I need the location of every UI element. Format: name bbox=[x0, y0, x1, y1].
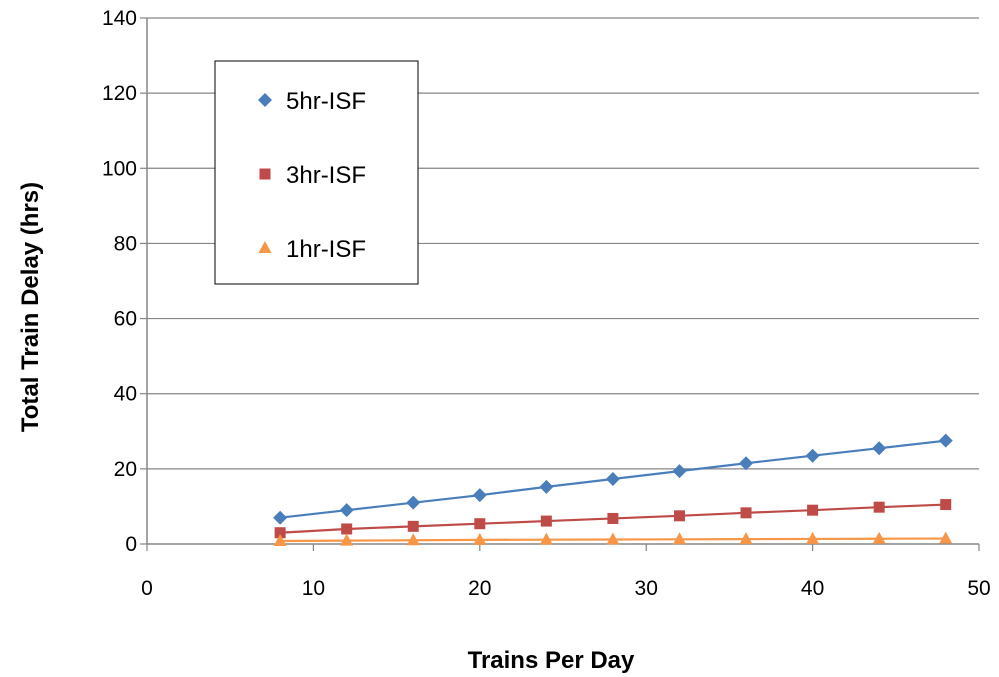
data-point bbox=[672, 464, 687, 479]
legend-label: 5hr-ISF bbox=[286, 88, 366, 115]
x-tick-label: 0 bbox=[141, 577, 153, 600]
y-tick-label: 60 bbox=[114, 308, 137, 331]
legend-marker-square bbox=[259, 168, 271, 180]
data-point bbox=[872, 531, 886, 544]
series-3hr-ISF bbox=[274, 499, 952, 539]
data-point bbox=[806, 531, 820, 544]
data-point bbox=[872, 441, 887, 456]
data-point bbox=[606, 532, 620, 545]
x-axis-title: Trains Per Day bbox=[468, 647, 635, 674]
data-point bbox=[473, 532, 487, 545]
series-5hr-ISF bbox=[273, 433, 953, 525]
data-point bbox=[807, 504, 819, 516]
legend-label: 3hr-ISF bbox=[286, 162, 366, 189]
data-point bbox=[474, 518, 486, 530]
data-point bbox=[673, 510, 685, 522]
data-point bbox=[873, 501, 885, 513]
y-tick-label: 140 bbox=[102, 7, 137, 30]
data-point bbox=[472, 488, 487, 503]
data-point bbox=[672, 532, 686, 545]
data-point bbox=[540, 515, 552, 527]
x-tick-label: 30 bbox=[635, 577, 658, 600]
x-tick-label: 50 bbox=[967, 577, 990, 600]
data-point bbox=[938, 433, 953, 448]
data-point bbox=[739, 532, 753, 545]
legend-entries: 5hr-ISF 3hr-ISF 1hr-ISF bbox=[258, 88, 366, 263]
y-tick-label: 120 bbox=[102, 82, 137, 105]
legend: 5hr-ISF 3hr-ISF 1hr-ISF bbox=[214, 60, 419, 285]
data-point bbox=[605, 472, 620, 487]
data-point bbox=[406, 533, 420, 546]
data-point bbox=[274, 527, 286, 539]
data-point bbox=[607, 512, 619, 524]
legend-label: 1hr-ISF bbox=[286, 236, 366, 263]
series-1hr-ISF bbox=[273, 531, 953, 546]
y-tick-label: 80 bbox=[114, 232, 137, 255]
series-layer bbox=[273, 433, 953, 546]
y-tick-label: 40 bbox=[114, 383, 137, 406]
data-point bbox=[740, 507, 752, 519]
x-tick-label: 10 bbox=[302, 577, 325, 600]
x-tick-label: 40 bbox=[801, 577, 824, 600]
data-point bbox=[341, 523, 353, 535]
y-tick-label: 20 bbox=[114, 458, 137, 481]
data-point bbox=[539, 532, 553, 545]
data-point bbox=[339, 503, 354, 518]
data-point bbox=[273, 510, 288, 525]
data-point bbox=[273, 533, 287, 546]
data-point bbox=[407, 520, 419, 532]
y-axis-ticks: 0 20 40 60 80 100 120 140 bbox=[102, 7, 147, 556]
data-point bbox=[939, 531, 953, 544]
data-point bbox=[739, 456, 754, 471]
y-tick-label: 0 bbox=[125, 533, 137, 556]
data-point bbox=[406, 495, 421, 510]
legend-box bbox=[214, 60, 419, 285]
x-axis-ticks: 0 10 20 30 40 50 bbox=[141, 544, 991, 600]
y-tick-label: 100 bbox=[102, 157, 137, 180]
data-point bbox=[539, 479, 554, 494]
x-tick-label: 20 bbox=[468, 577, 491, 600]
legend-marker-triangle bbox=[258, 241, 272, 253]
data-point bbox=[940, 499, 952, 511]
y-axis-title: Total Train Delay (hrs) bbox=[17, 182, 44, 432]
data-point bbox=[805, 448, 820, 463]
data-point bbox=[340, 533, 354, 546]
legend-marker-diamond bbox=[258, 93, 272, 107]
